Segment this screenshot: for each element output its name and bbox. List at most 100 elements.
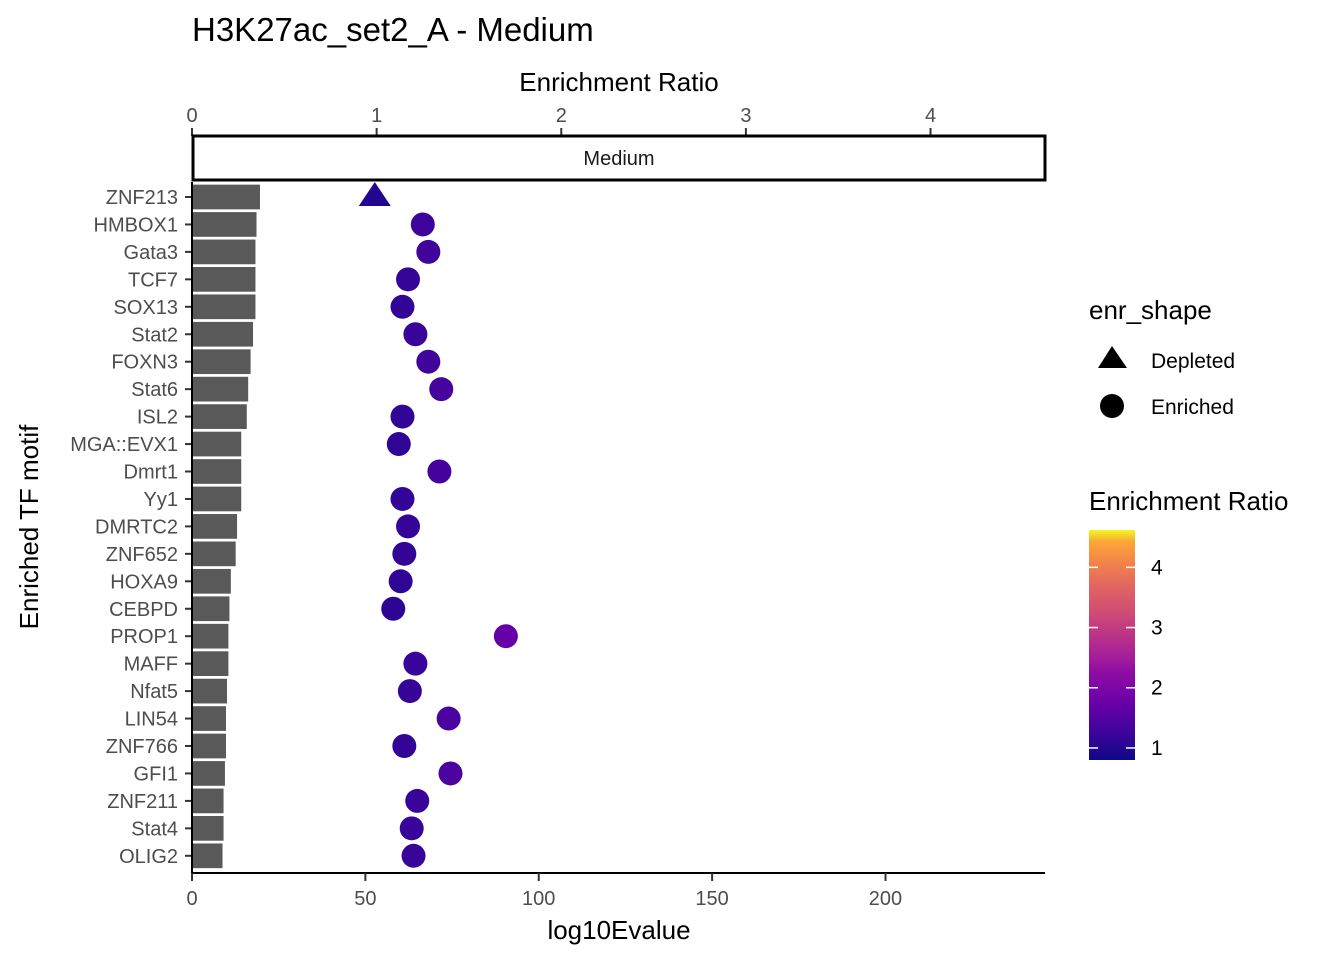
point-hoxa9 (388, 569, 413, 594)
point-gata3 (416, 239, 441, 264)
y-tick-label: PROP1 (110, 626, 178, 648)
y-tick-label: GFI1 (134, 763, 178, 785)
bottom-tick-label: 200 (869, 888, 902, 910)
bar-stat4 (192, 816, 224, 841)
bottom-tick-label: 50 (354, 888, 376, 910)
bar-tcf7 (192, 267, 256, 292)
point-znf766 (392, 734, 417, 758)
y-tick-label: LIN54 (125, 709, 178, 731)
bar-znf211 (192, 788, 224, 814)
point-sox13 (390, 294, 415, 319)
point-lin54 (436, 706, 461, 731)
legend-depleted-label: Depleted (1151, 350, 1235, 373)
y-tick-label: ZNF652 (106, 544, 178, 566)
y-tick-label: SOX13 (114, 297, 178, 319)
y-tick-label: Nfat5 (130, 681, 178, 703)
y-tick-label: CEBPD (109, 599, 178, 621)
bar-znf213 (192, 184, 260, 210)
point-nfat5 (397, 679, 422, 704)
point-yy1 (390, 486, 415, 511)
y-tick-label: DMRTC2 (95, 516, 178, 538)
point-isl2 (390, 404, 415, 429)
chart-title: H3K27ac_set2_A - Medium (192, 11, 594, 48)
facet-strip-label: Medium (583, 148, 654, 170)
bar-gata3 (192, 239, 256, 265)
y-tick-label: OLIG2 (119, 846, 178, 868)
point-dmrtc2 (396, 514, 421, 539)
top-tick-label: 0 (186, 105, 197, 127)
point-cebpd (381, 596, 406, 621)
bar-stat6 (192, 376, 249, 402)
bottom-tick-label: 0 (186, 888, 197, 910)
y-axis-labels: ZNF213 HMBOX1 Gata3 TCF7 SOX13 Stat2 FOXN3 Stat… (70, 187, 192, 868)
y-tick-label: Stat4 (131, 818, 178, 840)
colorbar (1089, 530, 1135, 760)
top-axis-ticks: 0 1 2 3 4 (186, 105, 936, 136)
bar-lin54 (192, 706, 226, 731)
y-tick-label: Yy1 (144, 489, 178, 511)
point-gfi1 (438, 761, 463, 786)
y-tick-label: HOXA9 (110, 571, 178, 593)
point-znf652 (392, 541, 417, 566)
y-tick-label: Stat2 (131, 324, 178, 346)
y-tick-label: Dmrt1 (124, 462, 178, 484)
bar-cebpd (192, 596, 230, 622)
point-mga-evx1 (386, 432, 411, 457)
bar-stat2 (192, 321, 254, 347)
point-maff (403, 651, 428, 676)
y-tick-label: MGA::EVX1 (70, 434, 178, 456)
colorbar-ticks: 1 2 3 4 (1089, 556, 1163, 760)
legend-circle-icon (1100, 394, 1124, 418)
bar-dmrt1 (192, 459, 242, 484)
y-tick-label: MAFF (124, 654, 178, 676)
bottom-tick-label: 150 (695, 888, 728, 910)
y-tick-label: Stat6 (131, 379, 178, 401)
y-tick-label: FOXN3 (111, 352, 178, 374)
point-stat6 (429, 377, 454, 402)
point-hmbox1 (410, 212, 435, 237)
bottom-axis-title: log10Evalue (547, 915, 690, 945)
point-layer (358, 182, 518, 868)
point-znf213 (358, 182, 391, 206)
point-dmrt1 (427, 459, 452, 484)
top-tick-label: 2 (556, 105, 567, 127)
color-legend-title: Enrichment Ratio (1089, 486, 1288, 516)
bar-dmrtc2 (192, 514, 238, 539)
top-tick-label: 1 (371, 105, 382, 127)
y-axis-title: Enriched TF motif (14, 424, 44, 629)
top-axis-title: Enrichment Ratio (519, 67, 718, 97)
colorbar-tick-label: 4 (1151, 556, 1163, 579)
point-stat2 (403, 322, 428, 347)
colorbar-tick-label: 1 (1151, 737, 1163, 760)
colorbar-tick-label: 3 (1151, 617, 1163, 640)
legend-triangle-icon (1098, 346, 1127, 368)
bottom-tick-label: 100 (522, 888, 555, 910)
y-tick-label: ZNF766 (106, 736, 178, 758)
bar-isl2 (192, 404, 247, 429)
bar-maff (192, 651, 229, 676)
y-tick-label: ZNF213 (106, 187, 178, 209)
bar-foxn3 (192, 349, 251, 375)
bar-gfi1 (192, 761, 225, 786)
y-tick-label: Gata3 (124, 242, 178, 264)
top-tick-label: 4 (925, 105, 936, 127)
facet-strip (191, 134, 1047, 182)
top-tick-label: 3 (740, 105, 751, 127)
bar-prop1 (192, 623, 229, 649)
bar-mga-evx1 (192, 431, 242, 457)
point-foxn3 (416, 349, 441, 374)
point-tcf7 (396, 267, 421, 292)
bar-layer (192, 184, 260, 869)
colorbar-tick-label: 2 (1151, 677, 1163, 700)
bar-znf766 (192, 733, 226, 759)
bottom-axis-ticks: 0 50 100 150 200 (186, 873, 902, 910)
legend-enriched-label: Enriched (1151, 396, 1234, 419)
bar-olig2 (192, 843, 223, 869)
y-tick-label: ZNF211 (107, 791, 178, 813)
point-olig2 (401, 843, 426, 868)
bar-znf652 (192, 541, 236, 567)
bar-hmbox1 (192, 212, 257, 237)
point-prop1 (493, 624, 518, 649)
bar-sox13 (192, 294, 256, 320)
